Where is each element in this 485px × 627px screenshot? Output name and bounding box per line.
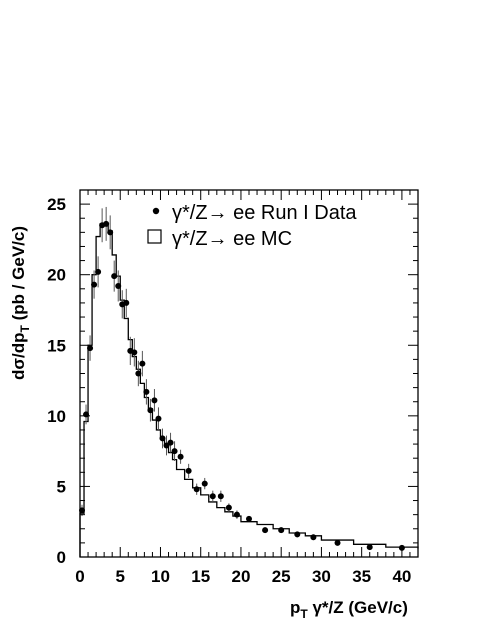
legend-data-marker bbox=[152, 207, 160, 215]
data-point bbox=[111, 273, 118, 280]
data-point bbox=[123, 299, 130, 306]
data-point bbox=[334, 539, 341, 546]
data-point bbox=[185, 467, 192, 474]
legend: γ*/Z→ ee Run I Data γ*/Z→ ee MC bbox=[147, 202, 357, 250]
y-axis-title-sub: T bbox=[18, 324, 32, 332]
data-point bbox=[103, 220, 110, 227]
x-tick-label: 15 bbox=[191, 567, 210, 586]
legend-data-label: γ*/Z→ ee Run I Data bbox=[172, 202, 357, 224]
x-tick-label: 35 bbox=[352, 567, 371, 586]
mc-histogram bbox=[79, 223, 419, 557]
x-tick-label: 40 bbox=[392, 567, 411, 586]
y-tick-label: 15 bbox=[47, 336, 66, 355]
mc-histogram-line bbox=[79, 223, 419, 557]
x-tick-label: 0 bbox=[75, 567, 84, 586]
x-axis-title-rest: γ*/Z (GeV/c) bbox=[308, 598, 408, 617]
data-point bbox=[131, 349, 138, 356]
axes: 0 5 10 15 20 25 30 35 40 0 5 10 15 20 25 bbox=[47, 189, 419, 586]
data-point bbox=[310, 534, 317, 541]
data-point bbox=[366, 544, 373, 551]
data-point bbox=[135, 370, 142, 377]
data-point bbox=[143, 388, 150, 395]
data-point bbox=[177, 453, 184, 460]
x-tick-label: 20 bbox=[231, 567, 250, 586]
y-tick-label: 0 bbox=[57, 548, 66, 567]
y-axis-title-rest: (pb / GeV/c) bbox=[9, 226, 28, 325]
data-point bbox=[91, 281, 98, 288]
data-point bbox=[294, 531, 301, 538]
legend-mc-label: γ*/Z→ ee MC bbox=[172, 228, 292, 250]
data-point bbox=[115, 282, 122, 289]
legend-mc-marker bbox=[147, 229, 162, 244]
x-tick-label: 10 bbox=[151, 567, 170, 586]
x-axis-title-main: p bbox=[290, 598, 300, 617]
data-point bbox=[278, 527, 285, 534]
data-point bbox=[107, 229, 114, 236]
data-points bbox=[79, 220, 405, 551]
data-point bbox=[171, 448, 178, 455]
y-axis-title-main: dσ/dp bbox=[9, 332, 28, 380]
data-point bbox=[151, 397, 158, 404]
y-tick-label: 5 bbox=[57, 477, 66, 496]
data-point bbox=[155, 415, 162, 422]
y-axis-title: dσ/dpT (pb / GeV/c) bbox=[9, 226, 32, 380]
data-point bbox=[209, 493, 216, 500]
data-point bbox=[225, 504, 232, 511]
data-point bbox=[87, 345, 94, 352]
data-point bbox=[201, 480, 208, 487]
data-error-bars bbox=[81, 206, 403, 550]
x-tick-label: 25 bbox=[272, 567, 291, 586]
data-point bbox=[193, 486, 200, 493]
y-tick-label: 25 bbox=[47, 195, 66, 214]
x-axis-title: pT γ*/Z (GeV/c) bbox=[290, 598, 408, 621]
data-point bbox=[139, 360, 146, 367]
data-point bbox=[95, 268, 102, 275]
data-point bbox=[262, 527, 269, 534]
data-point bbox=[147, 407, 154, 414]
data-point bbox=[246, 515, 252, 522]
data-point bbox=[217, 493, 224, 500]
y-tick-label: 10 bbox=[47, 407, 66, 426]
data-point bbox=[233, 511, 240, 518]
data-point bbox=[83, 411, 90, 418]
y-tick-label: 20 bbox=[47, 266, 66, 285]
x-tick-label: 5 bbox=[116, 567, 125, 586]
data-point bbox=[167, 439, 174, 446]
x-axis-title-sub: T bbox=[300, 607, 308, 621]
data-point bbox=[159, 435, 166, 442]
x-tick-label: 30 bbox=[312, 567, 331, 586]
